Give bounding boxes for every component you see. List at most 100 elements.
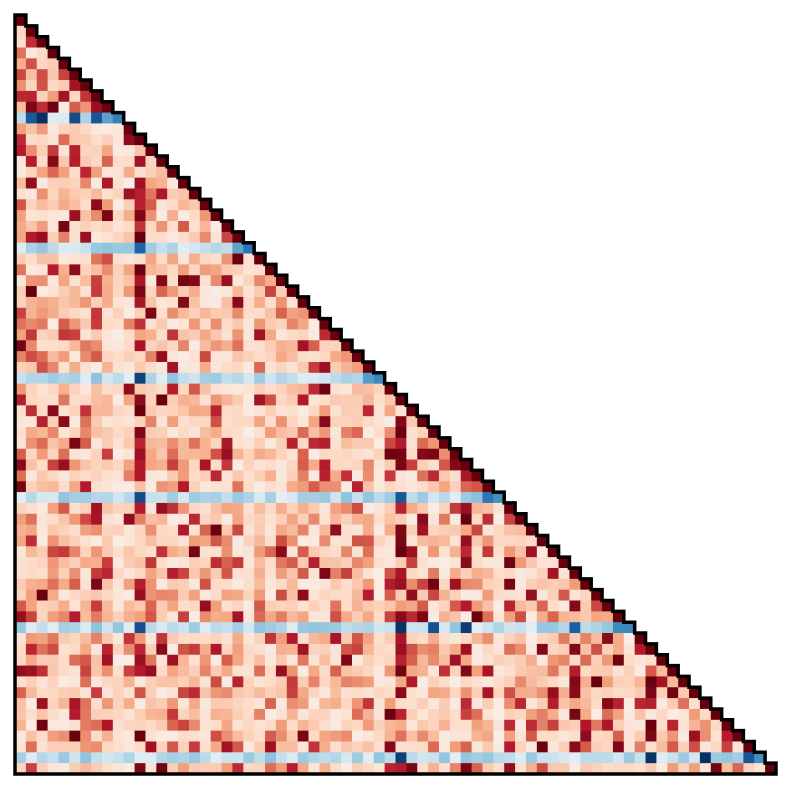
heatmap-cell <box>536 622 549 634</box>
heatmap-cell <box>25 687 38 699</box>
heatmap-cell <box>471 492 483 504</box>
heatmap-cell <box>330 546 342 558</box>
heatmap-cell <box>134 296 146 309</box>
heatmap-cell <box>493 665 505 677</box>
heatmap-cell <box>47 730 59 742</box>
heatmap-cell <box>58 437 70 450</box>
heatmap-cell <box>69 611 81 623</box>
heatmap-cell <box>308 643 320 656</box>
heatmap-cell <box>265 296 277 309</box>
heatmap-cell <box>25 221 38 233</box>
heatmap-cell <box>91 481 103 493</box>
heatmap-cell <box>145 383 157 395</box>
heatmap-cell <box>47 459 59 471</box>
heatmap-cell <box>91 112 103 124</box>
heatmap-cell <box>330 437 342 450</box>
heatmap-cell <box>275 643 288 656</box>
heatmap-cell <box>134 134 146 146</box>
heatmap-cell <box>178 676 190 688</box>
heatmap-cell <box>199 361 212 374</box>
heatmap-cell <box>134 546 146 558</box>
heatmap-cell <box>69 394 81 406</box>
heatmap-cell <box>58 145 70 157</box>
heatmap-cell <box>101 611 114 623</box>
heatmap-cell <box>25 199 38 211</box>
heatmap-cell <box>58 69 70 81</box>
heatmap-cell <box>417 687 429 699</box>
heatmap-cell <box>123 567 135 580</box>
heatmap-cell <box>69 134 81 146</box>
heatmap-cell <box>689 708 701 721</box>
heatmap-cell <box>254 383 266 395</box>
heatmap-cell <box>15 492 27 504</box>
heatmap-cell <box>428 730 440 742</box>
heatmap-cell <box>330 763 342 775</box>
heatmap-cell <box>471 611 483 623</box>
heatmap-cell <box>210 611 222 623</box>
heatmap-cell <box>254 459 266 471</box>
heatmap-cell <box>25 546 38 558</box>
heatmap-cell <box>188 633 201 645</box>
heatmap-cell <box>134 275 146 287</box>
heatmap-cell <box>58 654 70 666</box>
heatmap-cell <box>265 492 277 504</box>
heatmap-cell <box>36 242 49 254</box>
heatmap-cell <box>47 177 59 189</box>
heatmap-cell <box>395 589 407 601</box>
heatmap-cell <box>15 763 27 775</box>
heatmap-cell <box>254 578 266 591</box>
heatmap-cell <box>547 567 559 580</box>
heatmap-cell <box>25 242 38 254</box>
heatmap-cell <box>15 698 27 710</box>
heatmap-cell <box>558 622 570 634</box>
heatmap-cell <box>123 600 135 612</box>
heatmap-cell <box>112 492 125 504</box>
heatmap-cell <box>58 622 70 634</box>
heatmap-cell <box>134 307 146 319</box>
heatmap-cell <box>178 177 190 189</box>
heatmap-cell <box>591 643 603 656</box>
heatmap-cell <box>254 513 266 526</box>
heatmap-cell <box>221 361 233 374</box>
heatmap-cell <box>438 708 451 721</box>
heatmap-cell <box>123 492 135 504</box>
heatmap-cell <box>286 502 299 515</box>
heatmap-cell <box>123 383 135 395</box>
heatmap-cell <box>254 405 266 417</box>
heatmap-cell <box>36 210 49 222</box>
heatmap-cell <box>417 481 429 493</box>
heatmap-cell <box>36 58 49 70</box>
heatmap-cell <box>199 589 212 601</box>
heatmap-cell <box>145 535 157 547</box>
heatmap-cell <box>515 708 527 721</box>
heatmap-cell <box>438 633 451 645</box>
heatmap-cell <box>297 351 309 363</box>
heatmap-cell <box>449 492 462 504</box>
heatmap-cell <box>591 687 603 699</box>
heatmap-cell <box>275 763 288 775</box>
heatmap-cell <box>156 730 168 742</box>
heatmap-cell <box>221 296 233 309</box>
heatmap-cell <box>362 708 375 721</box>
heatmap-cell <box>91 448 103 460</box>
heatmap-cell <box>47 524 59 536</box>
heatmap-cell <box>569 633 581 645</box>
heatmap-cell <box>602 643 614 656</box>
heatmap-cell <box>449 600 462 612</box>
heatmap-cell <box>362 448 375 460</box>
heatmap-cell <box>602 665 614 677</box>
heatmap-cell <box>47 741 59 753</box>
heatmap-cell <box>210 394 222 406</box>
heatmap-cell <box>199 730 212 742</box>
heatmap-cell <box>80 535 92 547</box>
heatmap-cell <box>460 535 472 547</box>
heatmap-cell <box>341 351 353 363</box>
heatmap-cell <box>525 557 538 569</box>
heatmap-cell <box>243 524 255 536</box>
heatmap-cell <box>384 633 396 645</box>
heatmap-cell <box>569 698 581 710</box>
heatmap-cell <box>308 698 320 710</box>
heatmap-cell <box>134 361 146 374</box>
heatmap-cell <box>80 654 92 666</box>
heatmap-cell <box>199 242 212 254</box>
